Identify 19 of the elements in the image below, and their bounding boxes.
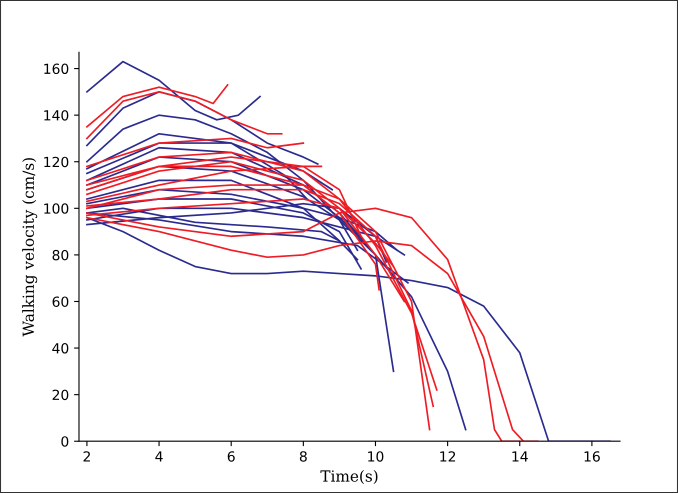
x-tick-label: 8 [300,451,307,462]
x-tick-label: 10 [368,451,384,462]
y-tick-label: 0 [61,436,68,447]
y-tick-label: 60 [52,296,68,307]
x-tick-label: 12 [440,451,456,462]
x-tick-label: 6 [228,451,235,462]
y-tick-label: 80 [52,250,68,260]
x-tick-label: 16 [584,451,600,462]
x-tick-label: 4 [155,451,163,462]
x-axis-title: Time(s) [320,470,378,484]
y-tick-label: 120 [44,156,68,168]
x-tick-label: 2 [84,451,90,462]
y-tick-label: 100 [44,203,68,214]
y-tick-label: 160 [44,64,68,74]
x-tick-label: 14 [512,451,528,462]
y-tick-label: 20 [52,390,68,400]
y-tick-label: 140 [44,110,68,121]
y-axis-title: Walking velocity (cm/s) [22,158,38,337]
y-tick-label: 40 [52,343,68,354]
